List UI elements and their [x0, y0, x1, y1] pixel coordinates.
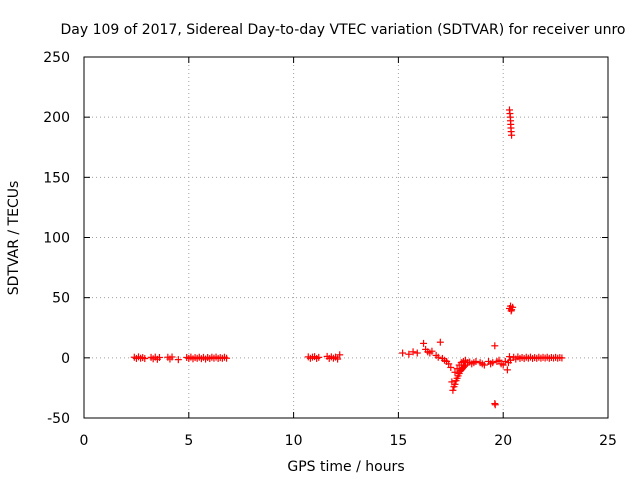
data-point-marker [449, 386, 457, 394]
x-tick-label: 5 [184, 433, 193, 449]
x-axis-label: GPS time / hours [287, 459, 404, 475]
data-point-marker [480, 361, 488, 369]
x-tick-label: 20 [494, 433, 512, 449]
data-point-marker [428, 347, 436, 355]
data-point-marker [223, 354, 231, 362]
data-point-marker [472, 357, 480, 365]
data-point-marker [447, 363, 455, 371]
data-point-marker [334, 355, 342, 363]
data-point-marker [491, 401, 499, 409]
data-point-marker [508, 131, 516, 139]
data-point-marker [168, 353, 176, 361]
data-point-marker [445, 360, 453, 368]
data-point-marker [558, 354, 566, 362]
chart-title: Day 109 of 2017, Sidereal Day-to-day VTE… [61, 22, 626, 38]
y-tick-label: 200 [43, 110, 70, 126]
data-point-marker [505, 353, 513, 361]
data-point-marker [451, 380, 459, 388]
data-point-marker [434, 353, 442, 361]
data-point-marker [451, 368, 459, 376]
axis-ticks: 0 5 10 15 20 25 -50 0 50 100 150 200 250 [43, 50, 617, 449]
x-tick-label: 10 [285, 433, 303, 449]
data-point-marker [507, 356, 515, 364]
data-point-marker [315, 353, 323, 361]
data-point-marker [460, 362, 468, 370]
y-tick-label: 0 [61, 351, 70, 367]
data-point-marker [399, 349, 407, 357]
data-points [130, 106, 566, 409]
y-tick-label: 50 [52, 291, 70, 307]
data-point-marker [499, 361, 507, 369]
data-point-marker [405, 350, 413, 358]
x-tick-label: 15 [389, 433, 407, 449]
data-point-marker [409, 348, 417, 356]
data-point-marker [503, 366, 511, 374]
data-point-marker [436, 338, 444, 346]
y-axis-label: SDTVAR / TECUs [6, 181, 22, 296]
data-point-marker [491, 342, 499, 350]
y-tick-label: 150 [43, 170, 70, 186]
x-tick-label: 25 [599, 433, 617, 449]
data-point-marker [420, 339, 428, 347]
x-tick-label: 0 [80, 433, 89, 449]
data-point-marker [453, 365, 461, 373]
data-point-marker [141, 355, 149, 363]
data-point-marker [509, 303, 517, 311]
y-tick-label: 250 [43, 50, 70, 66]
data-point-marker [413, 349, 421, 357]
data-point-marker [336, 351, 344, 359]
data-point-marker [501, 357, 509, 365]
data-point-marker [174, 356, 182, 364]
data-point-marker [495, 356, 503, 364]
y-tick-label: -50 [47, 411, 70, 427]
y-tick-label: 100 [43, 231, 70, 247]
data-point-marker [507, 307, 515, 315]
data-point-marker [155, 353, 163, 361]
data-point-marker [489, 359, 497, 367]
